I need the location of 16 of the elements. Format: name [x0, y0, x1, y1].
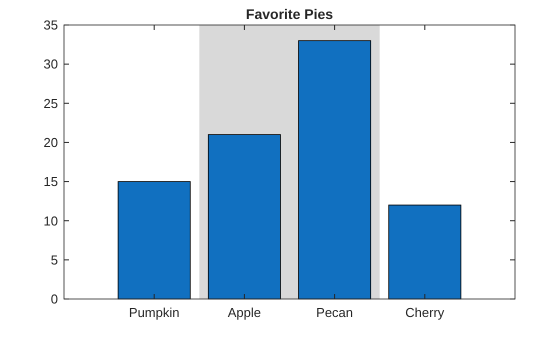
bar: [208, 134, 281, 300]
x-tick-label: Pumpkin: [128, 305, 180, 320]
y-tick-label: 30: [44, 56, 58, 72]
chart-title: Favorite Pies: [246, 6, 334, 22]
bar: [118, 181, 191, 300]
y-tick-label: 25: [44, 96, 58, 111]
y-tick-label: 20: [44, 134, 58, 150]
x-tick-label: Apple: [228, 305, 262, 320]
y-tick-label: 0: [50, 292, 58, 307]
x-tick-label: Pecan: [316, 305, 354, 320]
y-tick-label: 35: [44, 18, 58, 33]
bar: [388, 204, 462, 300]
y-tick-label: 10: [44, 213, 58, 228]
x-tick-label: Cherry: [405, 305, 445, 320]
y-tick-label: 5: [50, 252, 58, 268]
y-tick-label: 15: [44, 174, 58, 190]
